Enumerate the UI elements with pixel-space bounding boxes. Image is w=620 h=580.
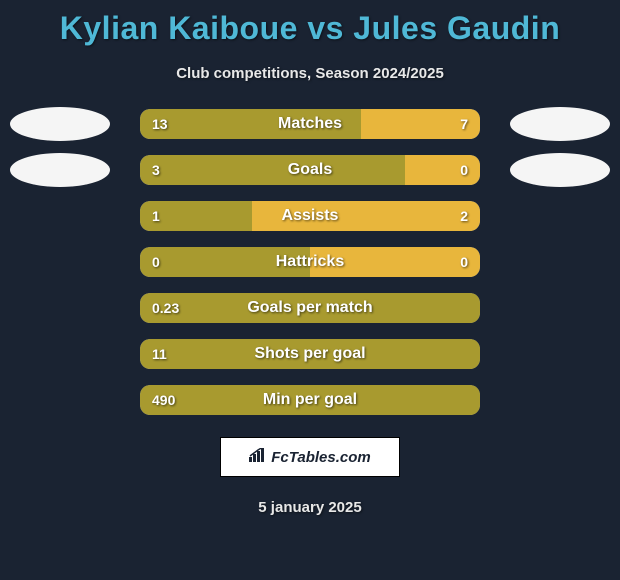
bar-left <box>140 109 361 139</box>
stat-row: Matches137 <box>0 107 620 141</box>
stat-row: Shots per goal11 <box>0 337 620 371</box>
bar-right <box>361 109 480 139</box>
stat-row: Hattricks00 <box>0 245 620 279</box>
bar-track: Hattricks00 <box>140 247 480 277</box>
stat-row: Goals30 <box>0 153 620 187</box>
bar-left <box>140 293 480 323</box>
bar-left <box>140 201 252 231</box>
bar-right <box>405 155 480 185</box>
stats-container: Matches137 Goals30 Assists12 Hattricks00 Goa… <box>0 107 620 417</box>
source-logo: FcTables.com <box>220 437 400 477</box>
bar-track: Goals per match0.23 <box>140 293 480 323</box>
bar-track: Matches137 <box>140 109 480 139</box>
bar-left <box>140 247 310 277</box>
avatar-right <box>510 153 610 187</box>
bar-left <box>140 339 480 369</box>
avatar-left <box>10 107 110 141</box>
bar-right <box>252 201 480 231</box>
bar-track: Goals30 <box>140 155 480 185</box>
subtitle: Club competitions, Season 2024/2025 <box>0 65 620 82</box>
avatar-left <box>10 153 110 187</box>
page-title: Kylian Kaiboue vs Jules Gaudin <box>0 0 620 47</box>
stat-row: Assists12 <box>0 199 620 233</box>
bar-track: Assists12 <box>140 201 480 231</box>
bar-track: Min per goal490 <box>140 385 480 415</box>
logo-text: FcTables.com <box>271 449 370 466</box>
bar-right <box>310 247 480 277</box>
date: 5 january 2025 <box>0 499 620 516</box>
stat-row: Goals per match0.23 <box>0 291 620 325</box>
bar-left <box>140 385 480 415</box>
bar-track: Shots per goal11 <box>140 339 480 369</box>
chart-icon <box>249 448 267 466</box>
bar-left <box>140 155 405 185</box>
stat-row: Min per goal490 <box>0 383 620 417</box>
avatar-right <box>510 107 610 141</box>
